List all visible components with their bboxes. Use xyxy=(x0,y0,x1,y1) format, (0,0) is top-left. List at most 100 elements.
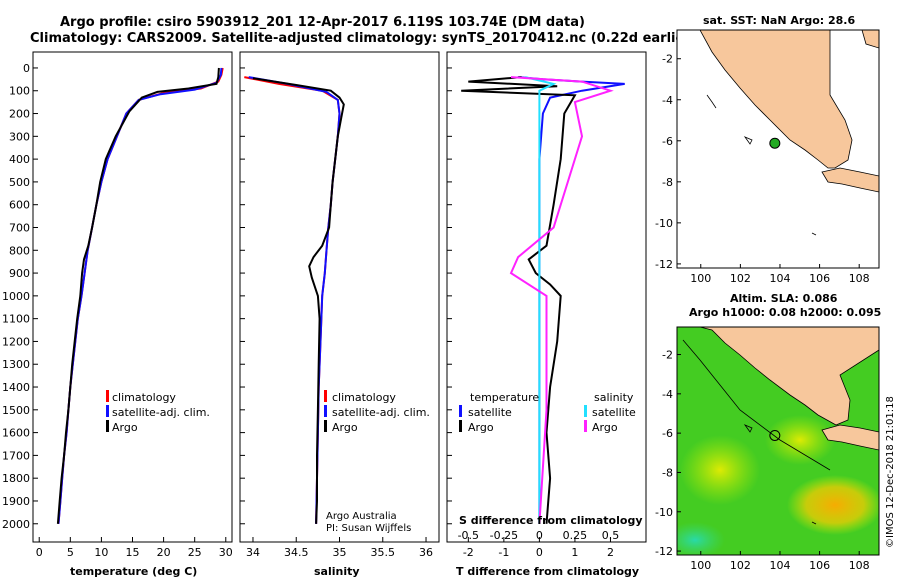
sumatra-land xyxy=(699,30,853,169)
temperature-series xyxy=(56,67,224,524)
s-tick-label: -0.25 xyxy=(490,529,518,542)
map-x-tick-label: 104 xyxy=(769,272,790,285)
x-tick-label: -1 xyxy=(498,546,509,559)
map-y-tick-label: -4 xyxy=(662,388,673,401)
x-tick-label: 2 xyxy=(607,546,614,559)
map-y-tick-label: -10 xyxy=(655,506,673,519)
sla-map-frame xyxy=(676,326,880,556)
legend-label-s-argo: Argo xyxy=(592,421,618,434)
x-tick-label: 20 xyxy=(157,546,171,559)
legend-label-satellite: satellite-adj. clim. xyxy=(112,406,210,419)
s-tick-label: 0.5 xyxy=(602,529,620,542)
island-small-2 xyxy=(743,136,753,145)
legend-title-temperature: temperature xyxy=(470,391,539,404)
x-tick-label: 10 xyxy=(94,546,108,559)
legend-label-t-satellite: satellite xyxy=(468,406,512,419)
trench-line xyxy=(682,339,831,471)
depth-tick-label: 1800 xyxy=(2,472,30,485)
sst-land xyxy=(699,30,879,236)
legend-swatch-t-satellite xyxy=(459,405,462,417)
difference-legend: temperature satellite Argo salinity sate… xyxy=(459,391,636,434)
series-line-climatology xyxy=(57,67,224,524)
salinity-panel: 34 34.5 35 35.5 36 salinity climatology sate… xyxy=(239,51,440,578)
map-y-tick-label: -6 xyxy=(662,427,673,440)
map-y-tick-label: -6 xyxy=(662,135,673,148)
island-small-1 xyxy=(706,94,717,109)
legend-title-salinity: salinity xyxy=(594,391,634,404)
series-line-temperature-argo xyxy=(461,76,577,524)
legend-swatch-s-satellite xyxy=(584,405,587,417)
x-tick-label: 35.5 xyxy=(371,546,396,559)
map-x-tick-label: 108 xyxy=(849,272,870,285)
legend-label-satellite: satellite-adj. clim. xyxy=(332,406,430,419)
salinity-x-label: salinity xyxy=(314,565,360,578)
map-x-tick-label: 108 xyxy=(849,559,870,572)
sla-yellow-patch-2 xyxy=(765,415,835,465)
x-tick-label: 1 xyxy=(571,546,578,559)
x-tick-label: 5 xyxy=(67,546,74,559)
sla-map-subtitle: Argo h1000: 0.08 h2000: 0.095 xyxy=(689,306,881,319)
map-x-tick-label: 106 xyxy=(809,272,830,285)
sumatra-land-sla xyxy=(699,327,879,426)
map-y-tick-label: -12 xyxy=(655,545,673,558)
borneo-land xyxy=(861,30,879,49)
difference-panel: -2 -1 0 1 2 T difference from climatology S … xyxy=(446,51,647,578)
difference-frame xyxy=(446,51,647,543)
sla-orange-patch xyxy=(787,475,879,535)
legend-swatch-argo xyxy=(106,420,109,432)
x-tick-label: 34.5 xyxy=(284,546,309,559)
island-small-3 xyxy=(811,232,817,236)
legend-swatch-climatology xyxy=(324,390,327,402)
series-line-satellite-adj-clim- xyxy=(57,67,223,524)
map-y-tick-label: -4 xyxy=(662,94,673,107)
sla-cyan-patch xyxy=(677,522,725,555)
temperature-legend: climatology satellite-adj. clim. Argo xyxy=(106,390,210,434)
depth-tick-label: 1100 xyxy=(2,313,30,326)
depth-tick-label: 900 xyxy=(9,267,30,280)
depth-tick-label: 1400 xyxy=(2,381,30,394)
depth-tick-label: 1900 xyxy=(2,495,30,508)
annotation-argo-australia: Argo Australia xyxy=(326,511,397,522)
map-y-tick-label: -10 xyxy=(655,217,673,230)
series-line-temperature-satellite xyxy=(518,76,625,524)
legend-swatch-s-argo xyxy=(584,420,587,432)
depth-tick-label: 2000 xyxy=(2,518,30,531)
island-sla-2 xyxy=(811,521,817,525)
sla-map-ticks: 100 102 104 106 108 -2 -4 -6 -8 -10 -12 xyxy=(655,349,870,572)
legend-swatch-satellite xyxy=(324,405,327,417)
depth-axis: 0 100 200 300 400 500 600 700 800 900 1000 1100 1200… xyxy=(2,62,452,531)
x-tick-label: 35 xyxy=(333,546,347,559)
depth-tick-label: 600 xyxy=(9,199,30,212)
salinity-legend: climatology satellite-adj. clim. Argo xyxy=(324,390,430,434)
s-tick-label: 0.25 xyxy=(563,529,588,542)
series-line-satellite-adj-clim- xyxy=(248,76,341,524)
salinity-series xyxy=(244,76,345,524)
depth-tick-label: 1300 xyxy=(2,358,30,371)
x-tick-label: 30 xyxy=(219,546,233,559)
legend-swatch-argo xyxy=(324,420,327,432)
map-y-tick-label: -2 xyxy=(662,349,673,362)
sst-map-ticks: 100 102 104 106 108 -2 -4 -6 -8 -10 -12 xyxy=(655,53,870,285)
series-line-argo xyxy=(252,77,345,524)
series-line-salinity-satellite xyxy=(524,76,557,524)
map-y-tick-label: -8 xyxy=(662,466,673,479)
depth-tick-label: 1700 xyxy=(2,449,30,462)
x-tick-label: -2 xyxy=(463,546,474,559)
salinity-x-ticks: 34 34.5 35 35.5 36 xyxy=(246,537,433,559)
title-line-2: Climatology: CARS2009. Satellite-adjuste… xyxy=(30,31,697,46)
sla-field xyxy=(677,327,879,555)
depth-tick-label: 1600 xyxy=(2,427,30,440)
x-tick-label: 0 xyxy=(36,546,43,559)
map-x-tick-label: 100 xyxy=(690,559,711,572)
x-tick-label: 34 xyxy=(246,546,260,559)
credit-text: ©IMOS 12-Dec-2018 21:01:18 xyxy=(885,396,896,548)
legend-label-s-satellite: satellite xyxy=(592,406,636,419)
series-line-salinity-argo xyxy=(509,76,614,524)
map-x-tick-label: 104 xyxy=(769,559,790,572)
sst-map-frame xyxy=(676,29,880,269)
s-difference-ticks: -0.5 -0.25 0 0.25 0.5 xyxy=(458,529,620,542)
temperature-x-ticks: 0 5 10 15 20 25 30 xyxy=(36,537,233,559)
java-land-sla xyxy=(821,424,879,451)
sla-map-panel: Altim. SLA: 0.086 Argo h1000: 0.08 h2000… xyxy=(655,292,881,572)
